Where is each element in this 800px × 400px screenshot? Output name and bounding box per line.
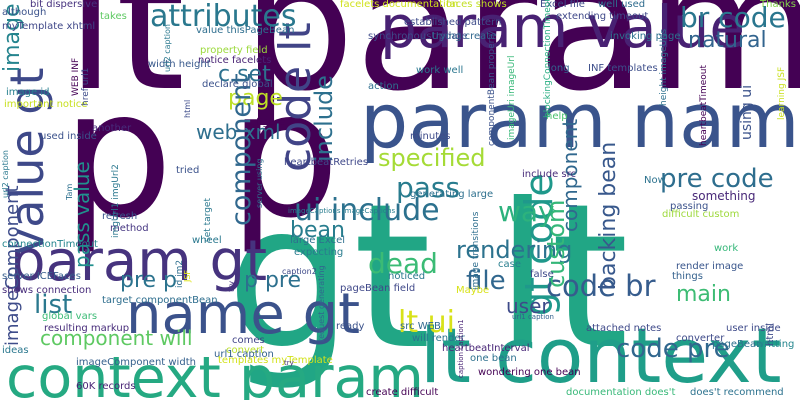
word-blockingConnectionTimeout: learning JSF xyxy=(778,67,787,120)
word-used-inside: used inside xyxy=(40,132,97,142)
word-create-difficult: create difficult xyxy=(366,388,438,398)
word-want: established pattern xyxy=(404,18,501,28)
word-html: url2 caption xyxy=(164,24,172,72)
word-pagebean: pageBean xyxy=(712,340,762,350)
word-imageComponent: imageComponent xyxy=(4,185,22,346)
word-ideas: ideas xyxy=(2,346,29,356)
word-another: another xyxy=(92,124,131,134)
word-declare-global: declare global xyxy=(202,80,273,90)
word-height-imageuris: Tam xyxy=(66,184,74,200)
word-work: ready xyxy=(336,322,364,332)
word-server-using: try xyxy=(284,360,294,367)
word-must: extending timeout xyxy=(556,12,648,22)
word-wrong-way: difficult custom xyxy=(662,210,739,220)
word-value-thisPageBean: value thisPageBean xyxy=(196,26,294,36)
word-large-excel: large Excel xyxy=(290,236,345,246)
word-imgurl1-imgurl2: url2 caption xyxy=(2,150,10,198)
word-connectionTimeout: connectionTimeout xyxy=(2,240,98,250)
word-pre-p: pre p xyxy=(120,270,177,292)
word-imageComponent-width: imageComponent width xyxy=(76,358,196,368)
word-comes: blockingConnectionTimeout xyxy=(544,0,553,118)
word-myTemplate-xhtml: myTemplate xhtml xyxy=(2,22,95,32)
word-maybe: noticed xyxy=(388,272,425,282)
word-caption2: url1 caption xyxy=(512,314,554,321)
word-using-ui: WEB INF xyxy=(72,58,81,96)
word-request-generating: request generating xyxy=(318,265,326,342)
word-takes: takes xyxy=(100,12,127,22)
word-established-pattern: imageUri imageUrl xyxy=(508,55,517,140)
word-href-url1: JSF xyxy=(184,270,192,282)
word-well-used: well used xyxy=(598,0,645,10)
word-try: generating large xyxy=(410,190,493,200)
word-one-bean: INF templates xyxy=(588,64,658,74)
word-pass-value: pass value xyxy=(72,161,92,268)
word-doest-recommend: does't recommend xyxy=(690,388,784,398)
word-passing: work xyxy=(714,244,738,254)
word-parameters: Now xyxy=(644,176,666,186)
word-width-height: using ui xyxy=(740,85,754,140)
word-templates-myTemplate: templates myTemplate xyxy=(218,356,333,366)
word-60k-records: 60K records xyxy=(76,382,136,392)
word-backing-bean: backing bean xyxy=(598,142,620,290)
word-work-well: work well xyxy=(416,66,463,76)
word-url1-caption: caption caption1 xyxy=(458,319,465,378)
word-componentBean-property: html xyxy=(766,323,776,346)
word-figure: figure xyxy=(256,118,285,128)
word-ready: wondering one bean xyxy=(478,368,581,378)
word-shows-connection: shows connection xyxy=(2,286,91,296)
word-although: although xyxy=(2,8,46,18)
word-convert: one bean xyxy=(470,354,517,364)
word-extending-timeout: image transitions xyxy=(472,212,481,290)
word-target-componentBean: target componentBean xyxy=(102,296,218,306)
word-facelets-documentation: facelets documentation xyxy=(340,0,458,10)
word-minutes: minutes xyxy=(410,132,450,142)
word-natural: natural xyxy=(688,30,767,52)
word-component: component xyxy=(228,73,255,226)
word-set-target: set target xyxy=(204,198,213,242)
word-attached-notes: attached notes xyxy=(586,324,661,334)
word-expecting: expecting xyxy=(294,248,343,258)
word-ui-include: include xyxy=(312,75,336,162)
word-validation: things xyxy=(672,272,703,282)
word-pagebean-field: pageBean field xyxy=(340,284,415,294)
word-server-icefaces: server ICEFaces xyxy=(2,272,81,282)
word-documentation-doest: documentation does't xyxy=(566,388,675,398)
word-heartbeatTimeout: heartbeatTimeout xyxy=(700,65,709,146)
word-tam: caption2 xyxy=(282,268,317,276)
word-global-vars: global vars xyxy=(42,312,97,322)
word-src-web: src WEB xyxy=(400,322,441,332)
word-id-im1: try xyxy=(228,281,236,292)
word-case: false xyxy=(530,270,554,280)
word-things: case xyxy=(498,260,521,270)
word-faces-shows: faces shows xyxy=(446,0,507,10)
word-action: action xyxy=(368,82,399,92)
word-inf-templates: componentBean property xyxy=(488,31,497,146)
word-long: width height xyxy=(148,60,211,70)
word-image-transitions: imgUrl1 imgUrl2 xyxy=(112,164,121,238)
word-imageuri-imageurl: html xyxy=(184,100,192,118)
word-thanks: Thanks xyxy=(760,0,796,10)
word-synchronousUpdate: height imageUris xyxy=(660,29,669,106)
word-url2-caption: server using xyxy=(256,159,264,208)
word-specified: specified xyxy=(378,146,485,170)
word-heartbeatRetries: heartbeatRetries xyxy=(284,158,368,168)
word-tried: tried xyxy=(176,166,199,176)
word-invoking-page: invoking page xyxy=(610,32,681,42)
word-main: main xyxy=(676,284,731,306)
word-include-src: include src xyxy=(522,170,576,180)
word-resulting-markup: resulting markup xyxy=(44,324,129,334)
word-imgurl2-imagecaptions: imageCaptions imageCaptions xyxy=(288,208,395,215)
word-image-id: image id xyxy=(6,88,49,98)
word-learning-jsf: href url1 xyxy=(82,68,91,106)
word-important-notice: important notice xyxy=(4,100,87,110)
